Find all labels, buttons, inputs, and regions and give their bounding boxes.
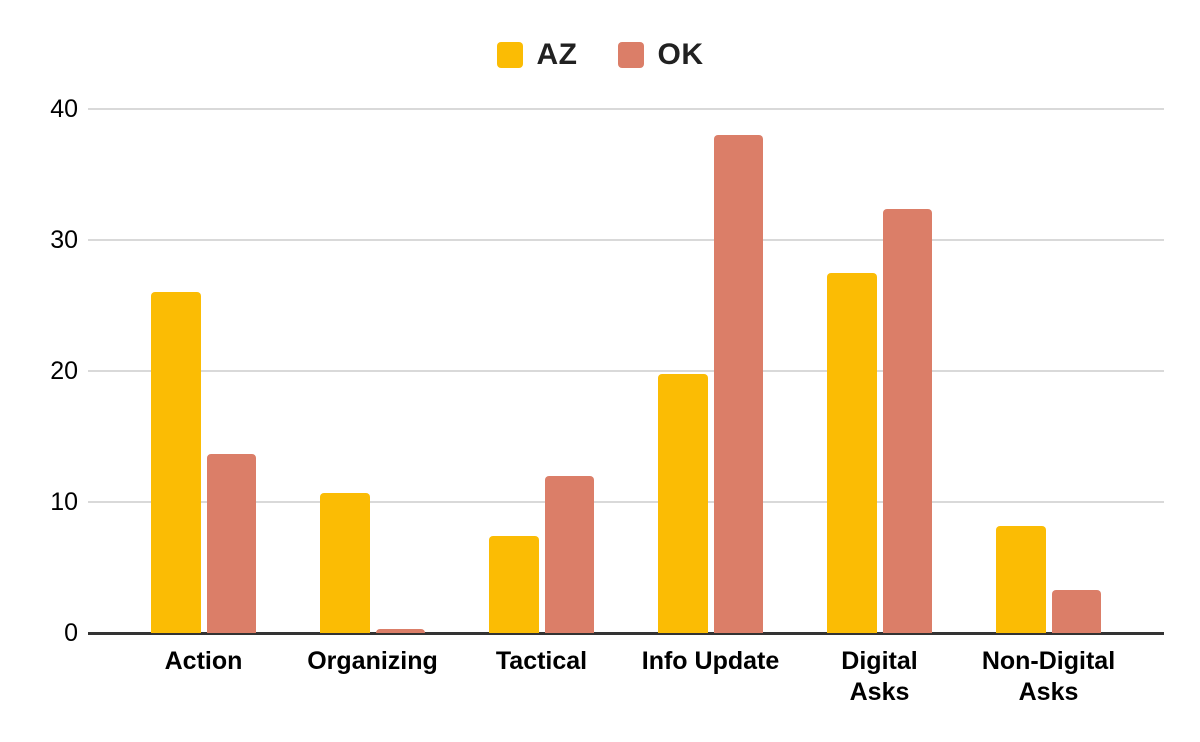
x-label-1: Organizing xyxy=(307,647,438,675)
bar-ok-0 xyxy=(206,453,256,633)
gridline-20 xyxy=(88,370,1164,372)
bar-az-4 xyxy=(827,272,877,633)
legend-item-az: AZ xyxy=(496,38,578,72)
y-tick-label-0: 0 xyxy=(64,619,78,647)
y-tick-label-30: 30 xyxy=(50,226,78,254)
bar-az-0 xyxy=(151,292,201,633)
bar-az-1 xyxy=(320,492,370,633)
legend-item-ok: OK xyxy=(617,38,704,72)
bar-ok-4 xyxy=(882,208,932,633)
bar-az-5 xyxy=(996,525,1046,633)
y-tick-label-10: 10 xyxy=(50,488,78,516)
bar-ok-3 xyxy=(713,135,763,633)
y-tick-label-40: 40 xyxy=(50,95,78,123)
x-label-3: Info Update xyxy=(641,647,780,675)
x-label-2: Tactical xyxy=(495,647,588,675)
bar-az-3 xyxy=(658,373,708,633)
chart-legend: AZ OK xyxy=(0,38,1200,72)
bar-az-2 xyxy=(489,536,539,633)
gridline-40 xyxy=(88,108,1164,110)
gridline-10 xyxy=(88,501,1164,503)
ok-legend-swatch xyxy=(617,42,644,68)
bar-ok-1 xyxy=(375,629,425,633)
az-legend-label: AZ xyxy=(536,38,578,71)
x-axis-line xyxy=(88,632,1164,635)
ok-legend-label: OK xyxy=(657,38,704,71)
x-label-4: Digital Asks xyxy=(841,647,918,706)
az-legend-swatch xyxy=(496,42,523,68)
y-tick-label-20: 20 xyxy=(50,357,78,385)
x-label-5: Non-Digital Asks xyxy=(981,647,1116,706)
gridline-30 xyxy=(88,239,1164,241)
x-label-0: Action xyxy=(164,647,243,675)
bar-ok-2 xyxy=(544,475,594,633)
bar-ok-5 xyxy=(1051,589,1101,633)
